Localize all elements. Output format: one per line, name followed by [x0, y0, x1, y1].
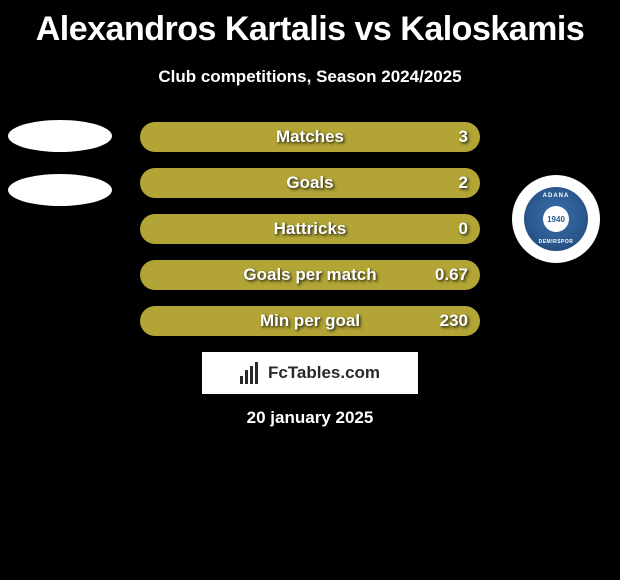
club-badge-container: ADANA 1940 DEMIRSPOR: [512, 175, 600, 263]
badge-year: 1940: [543, 206, 569, 232]
avatar-placeholder-1: [8, 120, 112, 152]
page-title: Alexandros Kartalis vs Kaloskamis: [0, 0, 620, 49]
bar-matches: Matches 3: [140, 122, 480, 152]
bar-min-per-goal-label: Min per goal: [260, 311, 360, 331]
bar-matches-value: 3: [459, 127, 468, 147]
bar-matches-label: Matches: [276, 127, 344, 147]
bar-goals-label: Goals: [286, 173, 333, 193]
bar-min-per-goal: Min per goal 230: [140, 306, 480, 336]
bar-goals-per-match: Goals per match 0.67: [140, 260, 480, 290]
bar-goals-per-match-value: 0.67: [435, 265, 468, 285]
badge-top-text: ADANA: [543, 193, 570, 199]
club-badge-inner: ADANA 1940 DEMIRSPOR: [524, 187, 588, 251]
fctables-icon: [240, 362, 262, 384]
bar-hattricks: Hattricks 0: [140, 214, 480, 244]
bar-goals-per-match-label: Goals per match: [243, 265, 376, 285]
left-avatar-placeholders: [8, 120, 112, 228]
fctables-label: FcTables.com: [268, 363, 380, 383]
stat-bars: Matches 3 Goals 2 Hattricks 0 Goals per …: [140, 122, 480, 352]
bar-min-per-goal-value: 230: [440, 311, 468, 331]
bar-hattricks-label: Hattricks: [274, 219, 347, 239]
club-badge: ADANA 1940 DEMIRSPOR: [512, 175, 600, 263]
subtitle: Club competitions, Season 2024/2025: [0, 67, 620, 87]
bar-hattricks-value: 0: [459, 219, 468, 239]
avatar-placeholder-2: [8, 174, 112, 206]
fctables-watermark: FcTables.com: [202, 352, 418, 394]
bar-goals-value: 2: [459, 173, 468, 193]
date-label: 20 january 2025: [0, 408, 620, 428]
bar-goals: Goals 2: [140, 168, 480, 198]
badge-bottom-text: DEMIRSPOR: [539, 239, 574, 245]
